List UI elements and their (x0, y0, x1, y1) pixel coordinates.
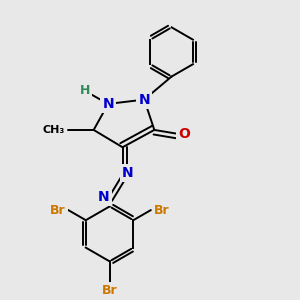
Text: Br: Br (102, 284, 117, 298)
Text: Br: Br (50, 204, 65, 217)
Text: N: N (138, 93, 150, 106)
Text: Br: Br (154, 204, 169, 217)
Text: N: N (98, 190, 110, 204)
Text: O: O (178, 127, 190, 141)
Text: H: H (80, 84, 90, 98)
Text: N: N (102, 97, 114, 111)
Text: CH₃: CH₃ (43, 125, 65, 135)
Text: N: N (122, 166, 134, 180)
